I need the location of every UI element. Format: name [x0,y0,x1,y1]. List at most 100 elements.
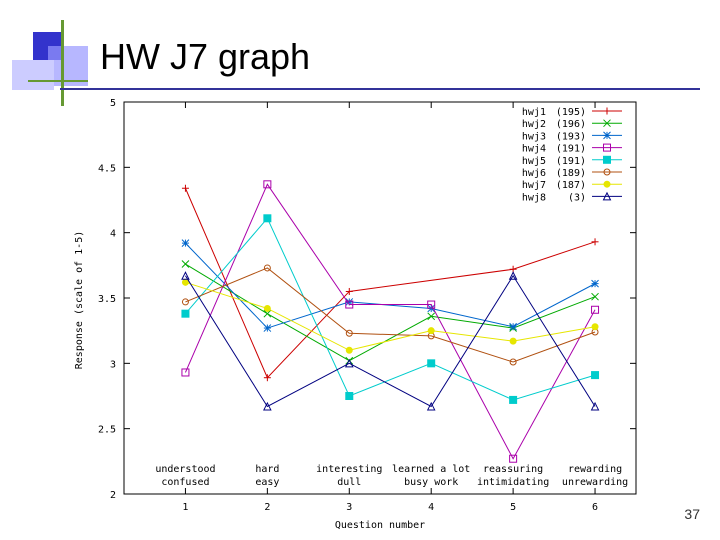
series-line [185,281,596,351]
series-hwj1 [181,184,599,382]
data-point-marker [603,119,611,128]
data-point-marker [591,323,599,331]
question-label-bottom: busy work [404,477,458,488]
data-point-marker [591,238,599,246]
legend-series-name: hwj1 [522,107,546,118]
data-point-marker [603,131,611,140]
data-point-marker [345,329,353,337]
question-label-bottom: easy [255,477,279,488]
data-point-marker [590,401,600,411]
data-point-marker [345,392,354,400]
legend-series-count: (196) [556,119,586,130]
data-point-marker [181,239,190,247]
title-underline [60,88,700,90]
series-line [185,274,596,408]
data-point-marker [591,305,600,314]
legend-series-name: hwj7 [522,180,546,191]
data-point-marker [603,107,611,115]
legend-series-count: (193) [556,131,586,142]
series-hwj5 [181,214,600,404]
legend-series-count: (189) [556,168,586,179]
data-point-marker [181,260,190,268]
data-point-marker [603,180,611,188]
data-point-marker [509,454,518,463]
series-line [184,188,596,379]
series-line [185,267,596,363]
data-point-marker [591,279,599,288]
data-point-marker [509,322,517,331]
question-label-top: reassuring [483,464,543,475]
data-point-marker [509,395,518,404]
legend-series-name: hwj8 [522,192,546,203]
y-tick-label: 2 [110,490,116,501]
data-point-marker [591,371,600,380]
y-tick-label: 5 [110,98,116,109]
legend-series-count: (191) [556,156,586,167]
data-point-marker [591,292,599,301]
question-label-bottom: unrewarding [562,477,628,488]
legend-series-name: hwj4 [522,144,546,155]
data-point-marker [181,309,190,318]
data-point-marker [181,368,190,377]
legend-series-name: hwj2 [522,119,546,130]
legend-entry: hwj2 (196) [522,119,622,130]
legend-entry: hwj8 (3) [522,191,622,203]
deco-square-mid [48,46,88,86]
y-tick-label: 2.5 [98,425,116,436]
series-line [184,183,596,460]
data-point-marker [263,309,272,318]
series-hwj7 [181,278,599,354]
y-tick-label: 4.5 [98,163,116,174]
data-point-marker [508,271,518,280]
data-point-marker [263,304,271,312]
question-label-top: hard [255,464,279,475]
x-tick-label: 2 [264,502,270,513]
data-point-marker [263,324,272,332]
deco-vertical-bar [61,20,64,106]
data-point-marker [181,271,190,280]
data-point-marker [603,168,611,176]
question-label-top: learned a lot [392,464,470,475]
page-number: 37 [684,506,700,522]
y-tick-label: 3 [110,359,116,370]
x-axis-label: Question number [335,520,425,531]
y-tick-label: 4 [110,229,116,240]
legend-entry: hwj6 (189) [522,168,622,179]
series-line [185,263,596,362]
data-point-marker [509,337,517,345]
legend-series-name: hwj5 [522,156,546,167]
data-point-marker [427,359,436,368]
x-tick-label: 1 [182,502,188,513]
series-line [185,242,596,329]
data-point-marker [509,358,517,366]
legend-series-count: (191) [556,144,586,155]
series-hwj4 [181,180,600,463]
data-point-marker [345,287,353,295]
data-point-marker [345,346,353,354]
data-point-marker [602,191,612,201]
data-point-marker [263,214,272,223]
data-point-marker [263,264,271,272]
series-hwj8 [181,271,600,411]
data-point-marker [426,401,436,411]
data-point-marker [181,184,189,192]
question-label-top: rewarding [568,464,622,475]
question-label-bottom: dull [337,477,361,488]
data-point-marker [263,401,272,411]
legend-entry: hwj5 (191) [522,155,622,167]
legend-series-name: hwj6 [522,168,546,179]
y-axis-label: Response (scale of 1-5) [74,231,85,369]
question-label-top: understood [155,464,215,475]
data-point-marker [427,312,436,321]
deco-horizontal-bar [28,80,88,82]
data-point-marker [344,358,354,368]
y-tick-label: 3.5 [98,294,116,305]
data-point-marker [345,300,354,309]
data-point-marker [603,143,611,152]
x-tick-label: 5 [510,502,516,513]
question-label-bottom: intimidating [477,477,549,488]
legend-entry: hwj4 (191) [522,143,622,155]
legend-entry: hwj3 (193) [522,131,622,142]
question-label-top: interesting [316,464,382,475]
legend-entry: hwj1 (195) [522,107,622,118]
